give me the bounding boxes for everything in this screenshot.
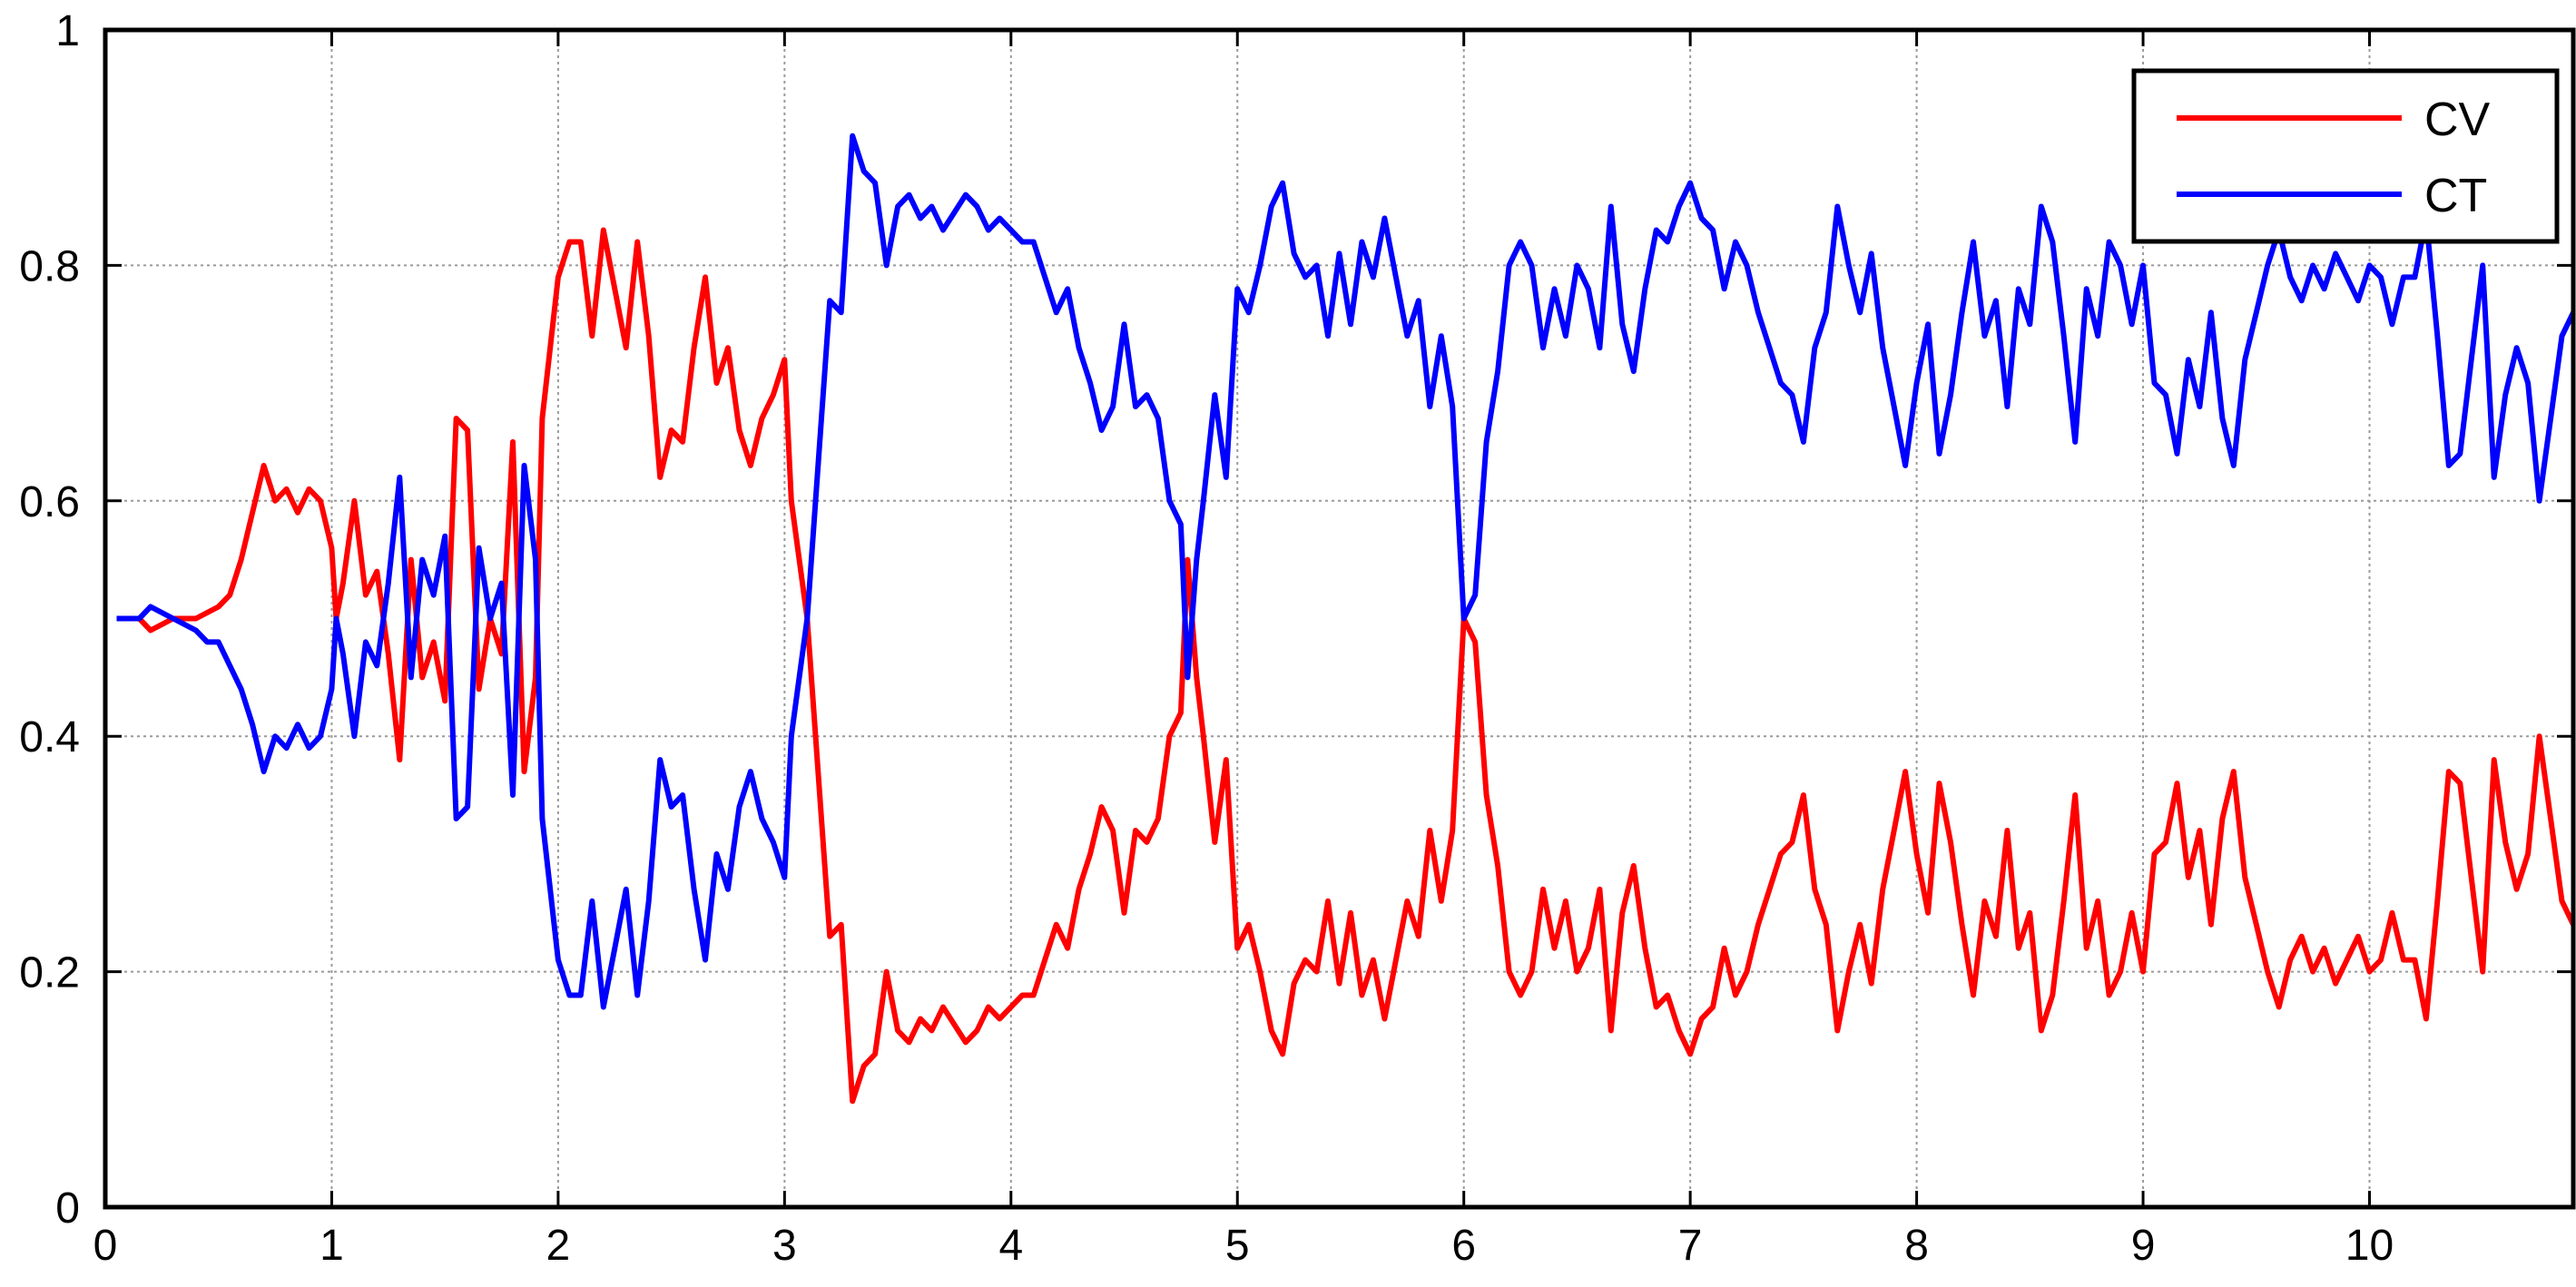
series-line-cv [116,227,2576,1105]
tick-marks [103,28,2573,1209]
x-tick-label: 3 [772,1222,797,1270]
legend: CV CT [2131,68,2560,244]
x-tick-label: 5 [1225,1222,1250,1270]
x-axis-labels: 0 1 2 3 4 5 6 7 8 9 10 [93,1222,2394,1270]
y-tick-label: 0.2 [19,949,80,997]
x-tick-label: 6 [1451,1222,1476,1270]
legend-label-cv: CV [2424,93,2491,146]
y-tick-label: 1 [55,7,80,55]
x-tick-label: 0 [93,1222,118,1270]
y-tick-label: 0.4 [19,713,80,761]
x-tick-label: 10 [2345,1222,2394,1270]
y-tick-label: 0.8 [19,242,80,290]
x-tick-label: 9 [2131,1222,2156,1270]
y-axis-labels: 0 0.2 0.4 0.6 0.8 1 [19,7,80,1233]
plot-frame [103,27,2576,1210]
legend-label-ct: CT [2424,170,2487,222]
x-tick-label: 4 [998,1222,1023,1270]
y-tick-label: 0 [55,1184,80,1233]
x-tick-label: 7 [1678,1222,1703,1270]
series-group [116,133,2576,1105]
x-tick-label: 8 [1904,1222,1929,1270]
legend-box [2131,68,2560,244]
x-tick-label: 1 [320,1222,344,1270]
x-tick-label: 2 [546,1222,571,1270]
y-tick-label: 0.6 [19,478,80,526]
series-line-ct [116,133,2576,1010]
